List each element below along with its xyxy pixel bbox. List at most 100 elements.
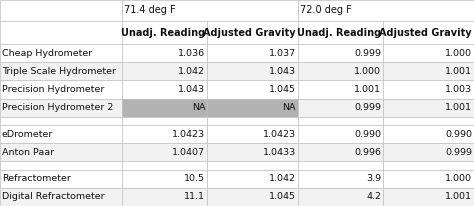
Bar <box>122 44 207 62</box>
Text: 0.996: 0.996 <box>354 148 381 157</box>
Bar <box>298 143 383 161</box>
Text: 1.001: 1.001 <box>354 85 381 94</box>
Bar <box>0 0 122 21</box>
Text: 1.0423: 1.0423 <box>172 130 205 139</box>
Bar <box>383 143 474 161</box>
Bar <box>0 81 122 99</box>
Text: eDrometer: eDrometer <box>2 130 53 139</box>
Text: 0.999: 0.999 <box>354 49 381 58</box>
Bar <box>207 21 298 44</box>
Bar <box>0 170 122 188</box>
Bar <box>207 125 298 143</box>
Text: 1.001: 1.001 <box>445 103 472 112</box>
Text: 3.9: 3.9 <box>366 174 381 183</box>
Text: 1.042: 1.042 <box>269 174 296 183</box>
Text: 1.000: 1.000 <box>354 67 381 76</box>
Bar <box>207 188 298 206</box>
Text: 1.043: 1.043 <box>178 85 205 94</box>
Text: Anton Paar: Anton Paar <box>2 148 54 157</box>
Bar <box>0 161 122 170</box>
Bar <box>383 170 474 188</box>
Bar <box>207 44 298 62</box>
Bar <box>207 161 298 170</box>
Bar <box>298 81 383 99</box>
Text: Adjusted Gravity: Adjusted Gravity <box>203 28 296 38</box>
Bar <box>207 62 298 81</box>
Bar <box>298 117 383 125</box>
Bar <box>0 143 122 161</box>
Text: Precision Hydrometer 2: Precision Hydrometer 2 <box>2 103 113 112</box>
Text: 10.5: 10.5 <box>184 174 205 183</box>
Bar <box>298 188 383 206</box>
Bar <box>298 62 383 81</box>
Bar <box>207 99 298 117</box>
Text: Cheap Hydrometer: Cheap Hydrometer <box>2 49 92 58</box>
Text: Refractometer: Refractometer <box>2 174 71 183</box>
Bar <box>0 44 122 62</box>
Bar <box>122 99 207 117</box>
Bar <box>298 44 383 62</box>
Text: 1.042: 1.042 <box>178 67 205 76</box>
Bar <box>383 117 474 125</box>
Bar <box>207 170 298 188</box>
Text: 1.001: 1.001 <box>445 67 472 76</box>
Text: NA: NA <box>283 103 296 112</box>
Bar <box>122 81 207 99</box>
Text: 1.043: 1.043 <box>269 67 296 76</box>
Bar <box>298 21 383 44</box>
Text: 0.990: 0.990 <box>445 130 472 139</box>
Bar <box>383 188 474 206</box>
Bar <box>0 99 122 117</box>
Bar <box>298 0 474 21</box>
Text: 4.2: 4.2 <box>366 192 381 201</box>
Text: 1.000: 1.000 <box>445 174 472 183</box>
Text: Triple Scale Hydrometer: Triple Scale Hydrometer <box>2 67 116 76</box>
Text: 0.990: 0.990 <box>354 130 381 139</box>
Bar <box>383 21 474 44</box>
Bar <box>383 44 474 62</box>
Text: 1.036: 1.036 <box>178 49 205 58</box>
Text: 0.999: 0.999 <box>445 148 472 157</box>
Text: 71.4 deg F: 71.4 deg F <box>124 6 175 15</box>
Bar <box>0 21 122 44</box>
Text: 1.001: 1.001 <box>445 192 472 201</box>
Text: Precision Hydrometer: Precision Hydrometer <box>2 85 104 94</box>
Text: 11.1: 11.1 <box>184 192 205 201</box>
Text: NA: NA <box>191 103 205 112</box>
Bar <box>383 99 474 117</box>
Text: 1.003: 1.003 <box>445 85 472 94</box>
Text: 1.0407: 1.0407 <box>172 148 205 157</box>
Bar <box>298 161 383 170</box>
Bar <box>383 125 474 143</box>
Bar <box>122 188 207 206</box>
Text: 1.0423: 1.0423 <box>263 130 296 139</box>
Bar <box>122 62 207 81</box>
Bar <box>298 170 383 188</box>
Bar <box>0 125 122 143</box>
Bar <box>207 143 298 161</box>
Text: 1.000: 1.000 <box>445 49 472 58</box>
Bar <box>383 62 474 81</box>
Bar <box>0 188 122 206</box>
Text: Unadj. Reading: Unadj. Reading <box>121 28 205 38</box>
Bar <box>122 0 298 21</box>
Text: 72.0 deg F: 72.0 deg F <box>300 6 352 15</box>
Text: Digital Refractometer: Digital Refractometer <box>2 192 105 201</box>
Bar <box>122 143 207 161</box>
Text: 1.037: 1.037 <box>269 49 296 58</box>
Bar <box>207 117 298 125</box>
Bar <box>207 81 298 99</box>
Text: 1.0433: 1.0433 <box>263 148 296 157</box>
Text: Unadj. Reading: Unadj. Reading <box>297 28 381 38</box>
Text: 1.045: 1.045 <box>269 192 296 201</box>
Bar <box>298 125 383 143</box>
Text: 0.999: 0.999 <box>354 103 381 112</box>
Bar <box>0 62 122 81</box>
Bar <box>122 125 207 143</box>
Text: 1.045: 1.045 <box>269 85 296 94</box>
Bar <box>122 161 207 170</box>
Bar <box>122 21 207 44</box>
Bar <box>122 170 207 188</box>
Text: Adjusted Gravity: Adjusted Gravity <box>380 28 472 38</box>
Bar <box>383 81 474 99</box>
